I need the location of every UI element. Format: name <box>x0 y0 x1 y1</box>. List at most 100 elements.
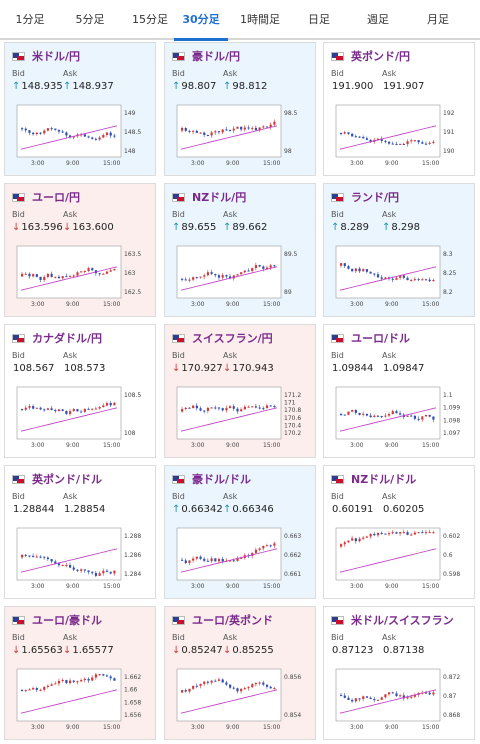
candle-body <box>199 556 202 559</box>
pair-name[interactable]: 米ドル/円 <box>32 50 81 63</box>
candle-body <box>236 274 239 276</box>
candle-body <box>410 415 413 417</box>
y-tick-label: 163.5 <box>124 251 141 258</box>
rate-card[interactable]: スイスフラン/円 Bid Ask ↓170.927 ↓170.943 171.2… <box>164 324 316 458</box>
pair-name[interactable]: スイスフラン/円 <box>192 332 273 345</box>
ask-value: ↑98.812 <box>223 81 267 92</box>
tab-15min[interactable]: 15分足 <box>132 13 168 26</box>
mini-candlestick-chart[interactable]: 192 191 190 3:00 9:00 15:00 <box>334 103 470 169</box>
pair-name[interactable]: NZドル/円 <box>192 191 247 204</box>
x-tick-label: 3:00 <box>191 301 205 308</box>
tab-30min[interactable]: 30分足 <box>174 0 228 41</box>
pair-name[interactable]: ランド/円 <box>351 191 400 204</box>
pair-name[interactable]: カナダドル/円 <box>32 332 103 345</box>
candle-body <box>229 406 232 409</box>
x-tick-label: 15:00 <box>263 160 280 167</box>
mini-candlestick-chart[interactable]: 8.3 8.25 8.2 3:00 9:00 15:00 <box>334 244 470 310</box>
rate-card[interactable]: ユーロ/円 Bid Ask ↓163.596 ↓163.600 163.5 163… <box>4 183 156 317</box>
candle-body <box>373 698 376 701</box>
pair-name[interactable]: ユーロ/豪ドル <box>32 614 103 627</box>
rate-card[interactable]: 米ドル/スイスフラン Bid Ask 0.87123 0.87138 0.872… <box>323 606 475 740</box>
candle-body <box>98 137 101 140</box>
pair-name[interactable]: 英ポンド/ドル <box>32 473 103 486</box>
up-arrow-icon: ↑ <box>223 81 232 92</box>
candle-body <box>424 414 428 417</box>
candle-body <box>91 408 94 410</box>
candle-body <box>24 690 27 692</box>
pair-name[interactable]: 豪ドル/円 <box>192 50 241 63</box>
y-tick-label: 0.868 <box>443 712 460 719</box>
candle-body <box>340 544 343 547</box>
candle-body <box>91 137 94 139</box>
mini-candlestick-chart[interactable]: 98.5 98 3:00 9:00 15:00 <box>175 103 311 169</box>
tab-daily[interactable]: 日足 <box>308 13 330 26</box>
pair-name[interactable]: ユーロ/円 <box>32 191 81 204</box>
tab-1min[interactable]: 1分足 <box>15 13 45 26</box>
candle-body <box>380 416 383 418</box>
bid-text: 0.85247 <box>181 645 223 656</box>
bid-value: 108.567 <box>12 363 54 374</box>
candle-body <box>402 143 405 145</box>
rate-card[interactable]: 米ドル/円 Bid Ask ↑148.935 ↑148.937 149 148.5… <box>4 42 156 176</box>
rate-card[interactable]: ランド/円 Bid Ask ↑8.289 ↑8.298 8.3 8.25 8.2 3:… <box>323 183 475 317</box>
rate-card[interactable]: カナダドル/円 Bid Ask 108.567 108.573 108.5 108… <box>4 324 156 458</box>
candle-body <box>192 558 195 561</box>
mini-candlestick-chart[interactable]: 0.663 0.662 0.661 3:00 9:00 15:00 <box>175 526 311 592</box>
candle-body <box>43 556 46 558</box>
mini-candlestick-chart[interactable]: 0.602 0.6 0.598 3:00 9:00 15:00 <box>334 526 470 592</box>
pair-name[interactable]: 英ポンド/円 <box>351 50 411 63</box>
pair-name[interactable]: 米ドル/スイスフラン <box>351 614 454 627</box>
mini-candlestick-chart[interactable]: 1.1 1.099 1.098 1.097 3:00 9:00 15:00 <box>334 385 470 451</box>
candle-body <box>39 276 42 280</box>
mini-candlestick-chart[interactable]: 1.662 1.66 1.658 1.656 3:00 9:00 15:00 <box>15 667 151 733</box>
y-tick-label: 108 <box>124 430 136 437</box>
candle-body <box>54 683 57 685</box>
tab-5min[interactable]: 5分足 <box>75 13 105 26</box>
pair-name[interactable]: 豪ドル/ドル <box>192 473 252 486</box>
candle-body <box>181 278 184 280</box>
mini-candlestick-chart[interactable]: 108.5 108 3:00 9:00 15:00 <box>15 385 151 451</box>
candle-body <box>365 536 369 538</box>
mini-candlestick-chart[interactable]: 89.5 89 3:00 9:00 15:00 <box>175 244 311 310</box>
candle-body <box>399 532 402 534</box>
rate-card[interactable]: 豪ドル/円 Bid Ask ↑98.807 ↑98.812 98.5 98 3:00… <box>164 42 316 176</box>
pair-name[interactable]: ユーロ/英ポンド <box>192 614 274 627</box>
candle-body <box>46 273 50 277</box>
candle-body <box>102 135 105 138</box>
rate-card[interactable]: 豪ドル/ドル Bid Ask ↑0.66342 ↑0.66346 0.663 0.… <box>164 465 316 599</box>
mini-candlestick-chart[interactable]: 171.2 171 170.8 170.6 170.4 170.2 3:00 9:00 15:0… <box>175 385 311 451</box>
y-tick-label: 162.5 <box>124 289 141 296</box>
mini-candlestick-chart[interactable]: 149 148.5 148 3:00 9:00 15:00 <box>15 103 151 169</box>
candle-body <box>373 533 376 536</box>
candle-body <box>262 682 265 685</box>
y-tick-label: 192 <box>443 110 455 117</box>
card-title: 豪ドル/ドル <box>172 472 251 486</box>
y-tick-label: 0.872 <box>443 674 460 681</box>
candle-body <box>399 275 402 278</box>
rate-card[interactable]: ユーロ/ドル Bid Ask 1.09844 1.09847 1.1 1.099 1… <box>323 324 475 458</box>
eu-flag <box>172 615 185 625</box>
candle-body <box>199 684 202 686</box>
rate-card[interactable]: NZドル/ドル Bid Ask 0.60191 0.60205 0.602 0.6… <box>323 465 475 599</box>
pair-name[interactable]: NZドル/ドル <box>351 473 417 486</box>
ask-label: Ask <box>382 210 397 219</box>
mini-candlestick-chart[interactable]: 0.872 0.87 0.868 3:00 9:00 15:00 <box>334 667 470 733</box>
bid-label: Bid <box>172 492 185 501</box>
tab-weekly[interactable]: 週足 <box>367 13 389 26</box>
mini-candlestick-chart[interactable]: 163.5 163 162.5 3:00 9:00 15:00 <box>15 244 151 310</box>
tab-1hour[interactable]: 1時間足 <box>240 13 280 26</box>
rate-card[interactable]: ユーロ/豪ドル Bid Ask ↓1.65563 ↓1.65577 1.662 1… <box>4 606 156 740</box>
rate-card[interactable]: 英ポンド/円 Bid Ask 191.900 191.907 192 191 190… <box>323 42 475 176</box>
rate-card[interactable]: 英ポンド/ドル Bid Ask 1.28844 1.28854 1.288 1.2… <box>4 465 156 599</box>
mini-candlestick-chart[interactable]: 1.288 1.286 1.284 3:00 9:00 15:00 <box>15 526 151 592</box>
tab-monthly[interactable]: 月足 <box>427 13 449 26</box>
pair-name[interactable]: ユーロ/ドル <box>351 332 411 345</box>
candle-body <box>273 688 276 690</box>
card-title: NZドル/円 <box>172 190 246 204</box>
rate-card[interactable]: NZドル/円 Bid Ask ↑89.655 ↑89.662 89.5 89 3:0… <box>164 183 316 317</box>
candle-body <box>376 274 380 278</box>
rate-card[interactable]: ユーロ/英ポンド Bid Ask ↓0.85247 ↓0.85255 0.856… <box>164 606 316 740</box>
mini-candlestick-chart[interactable]: 0.856 0.854 3:00 9:00 15:00 <box>175 667 311 733</box>
x-tick-label: 3:00 <box>31 724 45 731</box>
ask-text: 89.662 <box>232 222 268 233</box>
